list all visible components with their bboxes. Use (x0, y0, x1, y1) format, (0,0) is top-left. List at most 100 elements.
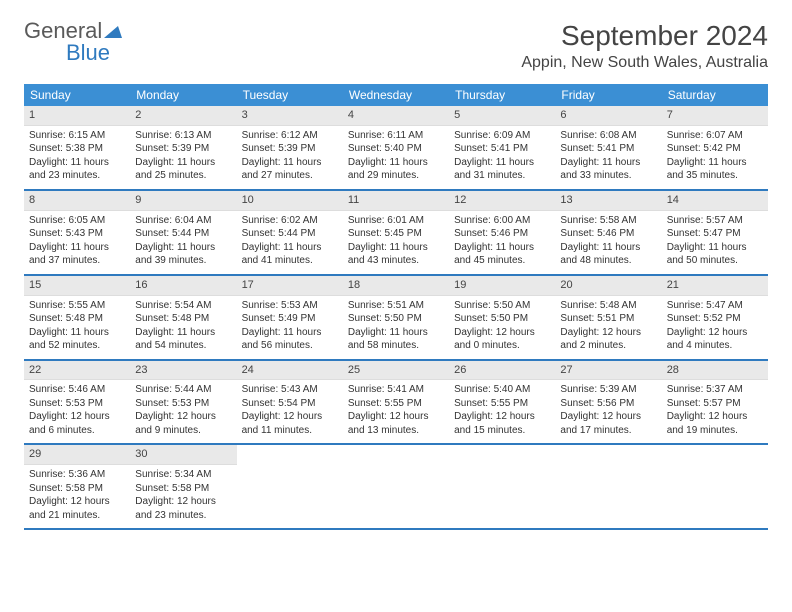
day-number: 5 (449, 106, 555, 126)
day-cell: 8Sunrise: 6:05 AMSunset: 5:43 PMDaylight… (24, 191, 130, 274)
day-number: 27 (555, 361, 661, 381)
day-cell: 15Sunrise: 5:55 AMSunset: 5:48 PMDayligh… (24, 276, 130, 359)
day-number: 2 (130, 106, 236, 126)
day-cell: 2Sunrise: 6:13 AMSunset: 5:39 PMDaylight… (130, 106, 236, 189)
sunrise-text: Sunrise: 6:09 AM (454, 129, 550, 143)
day-number: 4 (343, 106, 449, 126)
day-number: 29 (24, 445, 130, 465)
day-header: Wednesday (343, 84, 449, 106)
sunset-text: Sunset: 5:45 PM (348, 227, 444, 241)
day-number: 21 (662, 276, 768, 296)
day-number: 17 (237, 276, 343, 296)
day-cell: 24Sunrise: 5:43 AMSunset: 5:54 PMDayligh… (237, 361, 343, 444)
sunset-text: Sunset: 5:58 PM (135, 482, 231, 496)
daylight-text: Daylight: 11 hours and 35 minutes. (667, 156, 763, 183)
day-number: 13 (555, 191, 661, 211)
day-cell: 22Sunrise: 5:46 AMSunset: 5:53 PMDayligh… (24, 361, 130, 444)
daylight-text: Daylight: 11 hours and 54 minutes. (135, 326, 231, 353)
sunrise-text: Sunrise: 5:34 AM (135, 468, 231, 482)
day-body: Sunrise: 5:43 AMSunset: 5:54 PMDaylight:… (237, 380, 343, 443)
week-row: 15Sunrise: 5:55 AMSunset: 5:48 PMDayligh… (24, 276, 768, 361)
day-cell: 16Sunrise: 5:54 AMSunset: 5:48 PMDayligh… (130, 276, 236, 359)
day-number: 26 (449, 361, 555, 381)
brand-blue: Blue (66, 40, 110, 65)
day-cell: 4Sunrise: 6:11 AMSunset: 5:40 PMDaylight… (343, 106, 449, 189)
sunset-text: Sunset: 5:48 PM (135, 312, 231, 326)
sunset-text: Sunset: 5:39 PM (242, 142, 338, 156)
sunrise-text: Sunrise: 5:37 AM (667, 383, 763, 397)
daylight-text: Daylight: 12 hours and 4 minutes. (667, 326, 763, 353)
sunrise-text: Sunrise: 6:13 AM (135, 129, 231, 143)
day-body: Sunrise: 6:09 AMSunset: 5:41 PMDaylight:… (449, 126, 555, 189)
day-number: 25 (343, 361, 449, 381)
sunrise-text: Sunrise: 6:01 AM (348, 214, 444, 228)
sunrise-text: Sunrise: 6:08 AM (560, 129, 656, 143)
sunset-text: Sunset: 5:48 PM (29, 312, 125, 326)
sunset-text: Sunset: 5:46 PM (560, 227, 656, 241)
sunset-text: Sunset: 5:44 PM (242, 227, 338, 241)
day-body: Sunrise: 5:37 AMSunset: 5:57 PMDaylight:… (662, 380, 768, 443)
sunset-text: Sunset: 5:44 PM (135, 227, 231, 241)
sunset-text: Sunset: 5:53 PM (135, 397, 231, 411)
daylight-text: Daylight: 11 hours and 33 minutes. (560, 156, 656, 183)
daylight-text: Daylight: 12 hours and 11 minutes. (242, 410, 338, 437)
day-number: 18 (343, 276, 449, 296)
location: Appin, New South Wales, Australia (521, 54, 768, 72)
sunrise-text: Sunrise: 6:07 AM (667, 129, 763, 143)
day-cell: 12Sunrise: 6:00 AMSunset: 5:46 PMDayligh… (449, 191, 555, 274)
sunrise-text: Sunrise: 5:48 AM (560, 299, 656, 313)
day-body: Sunrise: 5:58 AMSunset: 5:46 PMDaylight:… (555, 211, 661, 274)
sunrise-text: Sunrise: 6:02 AM (242, 214, 338, 228)
sunrise-text: Sunrise: 6:05 AM (29, 214, 125, 228)
empty-cell (449, 445, 555, 528)
day-number: 11 (343, 191, 449, 211)
sunrise-text: Sunrise: 5:40 AM (454, 383, 550, 397)
sunrise-text: Sunrise: 5:41 AM (348, 383, 444, 397)
daylight-text: Daylight: 11 hours and 39 minutes. (135, 241, 231, 268)
calendar: SundayMondayTuesdayWednesdayThursdayFrid… (24, 84, 768, 530)
day-body: Sunrise: 5:40 AMSunset: 5:55 PMDaylight:… (449, 380, 555, 443)
day-cell: 1Sunrise: 6:15 AMSunset: 5:38 PMDaylight… (24, 106, 130, 189)
day-body: Sunrise: 6:04 AMSunset: 5:44 PMDaylight:… (130, 211, 236, 274)
day-body: Sunrise: 6:05 AMSunset: 5:43 PMDaylight:… (24, 211, 130, 274)
daylight-text: Daylight: 12 hours and 23 minutes. (135, 495, 231, 522)
day-cell: 21Sunrise: 5:47 AMSunset: 5:52 PMDayligh… (662, 276, 768, 359)
sunrise-text: Sunrise: 5:46 AM (29, 383, 125, 397)
day-number: 16 (130, 276, 236, 296)
day-number: 8 (24, 191, 130, 211)
daylight-text: Daylight: 11 hours and 48 minutes. (560, 241, 656, 268)
day-body: Sunrise: 5:44 AMSunset: 5:53 PMDaylight:… (130, 380, 236, 443)
sunrise-text: Sunrise: 5:43 AM (242, 383, 338, 397)
day-number: 19 (449, 276, 555, 296)
day-body: Sunrise: 6:02 AMSunset: 5:44 PMDaylight:… (237, 211, 343, 274)
sunrise-text: Sunrise: 5:55 AM (29, 299, 125, 313)
sunrise-text: Sunrise: 5:58 AM (560, 214, 656, 228)
month-title: September 2024 (521, 20, 768, 52)
day-number: 12 (449, 191, 555, 211)
day-cell: 13Sunrise: 5:58 AMSunset: 5:46 PMDayligh… (555, 191, 661, 274)
sunset-text: Sunset: 5:46 PM (454, 227, 550, 241)
daylight-text: Daylight: 11 hours and 27 minutes. (242, 156, 338, 183)
day-cell: 19Sunrise: 5:50 AMSunset: 5:50 PMDayligh… (449, 276, 555, 359)
day-body: Sunrise: 5:48 AMSunset: 5:51 PMDaylight:… (555, 296, 661, 359)
day-body: Sunrise: 6:12 AMSunset: 5:39 PMDaylight:… (237, 126, 343, 189)
day-cell: 10Sunrise: 6:02 AMSunset: 5:44 PMDayligh… (237, 191, 343, 274)
day-body: Sunrise: 5:54 AMSunset: 5:48 PMDaylight:… (130, 296, 236, 359)
day-body: Sunrise: 5:41 AMSunset: 5:55 PMDaylight:… (343, 380, 449, 443)
header: General Blue September 2024 Appin, New S… (24, 20, 768, 72)
sunrise-text: Sunrise: 5:53 AM (242, 299, 338, 313)
sunrise-text: Sunrise: 5:57 AM (667, 214, 763, 228)
sunset-text: Sunset: 5:57 PM (667, 397, 763, 411)
daylight-text: Daylight: 11 hours and 41 minutes. (242, 241, 338, 268)
day-header: Tuesday (237, 84, 343, 106)
day-body: Sunrise: 5:51 AMSunset: 5:50 PMDaylight:… (343, 296, 449, 359)
day-number: 23 (130, 361, 236, 381)
sunset-text: Sunset: 5:43 PM (29, 227, 125, 241)
daylight-text: Daylight: 12 hours and 6 minutes. (29, 410, 125, 437)
sunrise-text: Sunrise: 5:54 AM (135, 299, 231, 313)
day-cell: 7Sunrise: 6:07 AMSunset: 5:42 PMDaylight… (662, 106, 768, 189)
sunrise-text: Sunrise: 6:04 AM (135, 214, 231, 228)
day-number: 6 (555, 106, 661, 126)
sunrise-text: Sunrise: 5:51 AM (348, 299, 444, 313)
day-cell: 30Sunrise: 5:34 AMSunset: 5:58 PMDayligh… (130, 445, 236, 528)
